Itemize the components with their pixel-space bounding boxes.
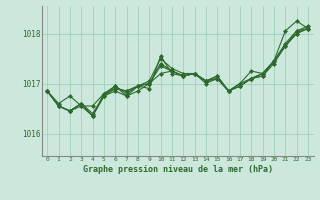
X-axis label: Graphe pression niveau de la mer (hPa): Graphe pression niveau de la mer (hPa) bbox=[83, 165, 273, 174]
